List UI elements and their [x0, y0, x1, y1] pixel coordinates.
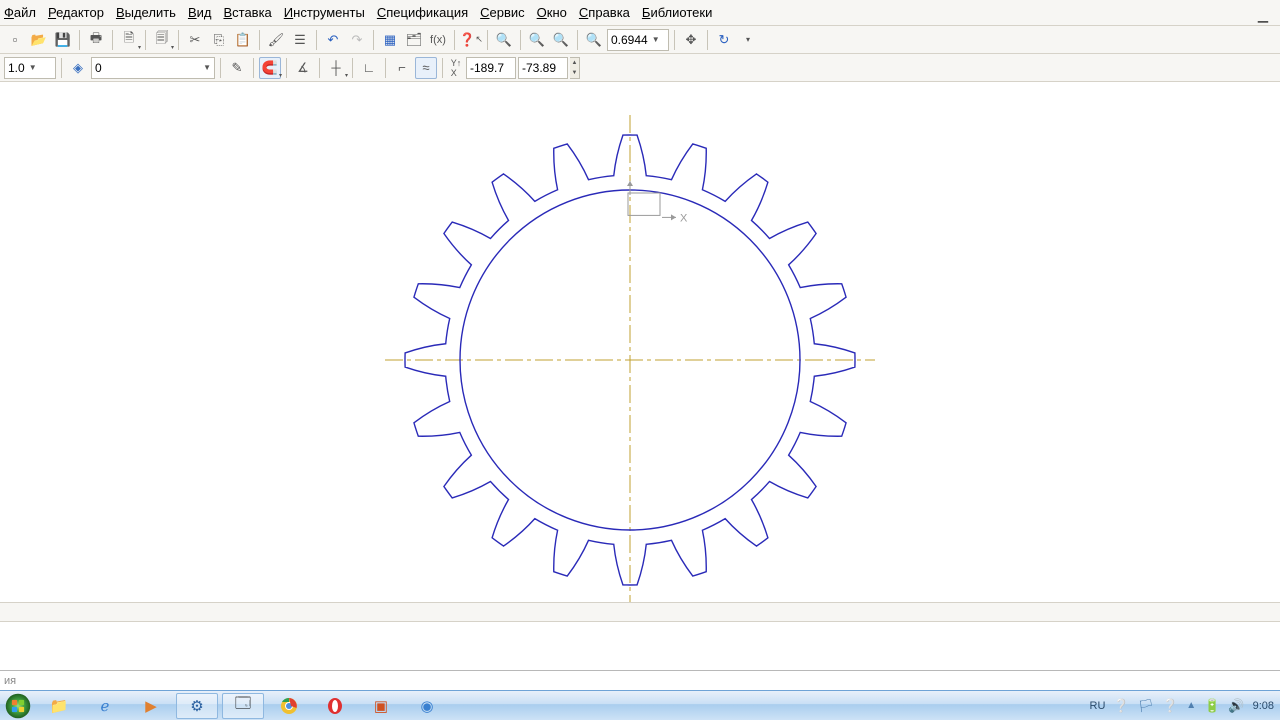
grid-snap-icon[interactable]: ┼▾ [325, 57, 347, 79]
refresh-icon[interactable]: ↻ [713, 29, 735, 51]
volume-icon[interactable]: 🔊 [1228, 698, 1244, 714]
task-opera-icon[interactable] [314, 693, 356, 719]
manager-icon[interactable]: 🗂 [403, 29, 425, 51]
doc-icon[interactable]: 🗐▾ [151, 29, 173, 51]
menu-editor[interactable]: Редактор [48, 5, 104, 20]
edit-icon[interactable]: ✎ [226, 57, 248, 79]
whatsthis-icon[interactable]: ❓↖ [460, 29, 482, 51]
grid-icon[interactable]: ▦ [379, 29, 401, 51]
snap-magnet-icon[interactable]: 🧲▾ [259, 57, 281, 79]
menu-window[interactable]: Окно [537, 5, 567, 20]
open-icon[interactable]: 📂 [28, 29, 50, 51]
toolbar-properties: 1.0▼ ◈ 0▼ ✎ 🧲▾ ∡ ┼▾ ∟ ⌐ ≈ Y↑X -189.7 -73… [0, 54, 1280, 82]
print-icon[interactable]: 🖶 [85, 29, 107, 51]
xy-label-icon: Y↑X [448, 57, 464, 79]
coord-x-value: -189.7 [470, 61, 504, 75]
zoom-value-combo[interactable]: 0.6944▼ [607, 29, 669, 51]
layer-icon[interactable]: ◈ [67, 57, 89, 79]
layer-combo[interactable]: 0▼ [91, 57, 215, 79]
menu-tools[interactable]: Инструменты [284, 5, 365, 20]
menu-service[interactable]: Сервис [480, 5, 525, 20]
chevron-up-icon[interactable]: ▲ [1186, 700, 1196, 711]
cut-icon[interactable]: ✂ [184, 29, 206, 51]
task-app2-icon[interactable]: 🗔 [222, 693, 264, 719]
drawing-canvas[interactable]: X [0, 82, 1280, 602]
angle-icon[interactable]: ∡ [292, 57, 314, 79]
toolbar-standard: ▫ 📂 💾 🖶 🗎▾ 🗐▾ ✂ ⎘ 📋 🖌 ☰ ↶ ↷ ▦ 🗂 f(x) ❓↖ … [0, 26, 1280, 54]
action-tray-icon[interactable]: 🏳 [1138, 698, 1155, 714]
zoom-value: 0.6944 [611, 33, 648, 47]
zoom-out-icon[interactable]: 🔍 [550, 29, 572, 51]
properties-icon[interactable]: ☰ [289, 29, 311, 51]
task-explorer-icon[interactable]: 📁 [38, 693, 80, 719]
zoom-scale-icon[interactable]: 🔍 [583, 29, 605, 51]
rounding-icon[interactable]: ≈ [415, 57, 437, 79]
help-tray-icon[interactable]: ❔ [1113, 698, 1129, 714]
linewidth-value: 1.0 [8, 61, 25, 75]
task-wmp-icon[interactable]: ▶ [130, 693, 172, 719]
redo-icon[interactable]: ↷ [346, 29, 368, 51]
new-icon[interactable]: ▫ [4, 29, 26, 51]
help2-tray-icon[interactable]: ❔ [1162, 698, 1178, 714]
system-tray: RU ❔ 🏳 ❔ ▲ 🔋 🔊 9:08 [1090, 698, 1280, 714]
save-icon[interactable]: 💾 [52, 29, 74, 51]
linewidth-combo[interactable]: 1.0▼ [4, 57, 56, 79]
zoom-frame-icon[interactable]: 🔍 [493, 29, 515, 51]
pan-icon[interactable]: ✥ [680, 29, 702, 51]
ortho-icon[interactable]: ∟ [358, 57, 380, 79]
svg-text:X: X [680, 212, 688, 224]
task-app3-icon[interactable]: ◉ [406, 693, 448, 719]
taskbar: 📁 ℯ ▶ ⚙ 🗔 ▣ ◉ RU ❔ 🏳 ❔ ▲ 🔋 🔊 9:08 [0, 690, 1280, 720]
menu-select[interactable]: Выделить [116, 5, 176, 20]
layer-value: 0 [95, 61, 102, 75]
menu-insert[interactable]: Вставка [223, 5, 271, 20]
coord-y-value: -73.89 [522, 61, 556, 75]
local-lcs-icon[interactable]: ⌐ [391, 57, 413, 79]
brush-icon[interactable]: 🖌 [265, 29, 287, 51]
zoom-in-icon[interactable]: 🔍 [526, 29, 548, 51]
language-indicator[interactable]: RU [1090, 700, 1106, 712]
minimize-button[interactable]: _ [1258, 8, 1268, 18]
battery-icon[interactable]: 🔋 [1204, 698, 1220, 714]
clock[interactable]: 9:08 [1253, 700, 1274, 712]
variables-icon[interactable]: f(x) [427, 29, 449, 51]
task-ie-icon[interactable]: ℯ [84, 693, 126, 719]
menu-help[interactable]: Справка [579, 5, 630, 20]
menu-libraries[interactable]: Библиотеки [642, 5, 712, 20]
menu-view[interactable]: Вид [188, 5, 212, 20]
task-kompas-icon[interactable]: ⚙ [176, 693, 218, 719]
coord-spinner[interactable]: ▲▼ [570, 57, 580, 79]
more-icon[interactable]: ▾ [737, 29, 759, 51]
coord-x-field[interactable]: -189.7 [466, 57, 516, 79]
undo-icon[interactable]: ↶ [322, 29, 344, 51]
caption-fragment: ия [0, 670, 1280, 690]
start-button[interactable] [0, 691, 36, 721]
paste-icon[interactable]: 📋 [232, 29, 254, 51]
status-strip [0, 602, 1280, 622]
copy-icon[interactable]: ⎘ [208, 29, 230, 51]
menu-file[interactable]: Файл [4, 5, 36, 20]
preview-icon[interactable]: 🗎▾ [118, 29, 140, 51]
task-chrome-icon[interactable] [268, 693, 310, 719]
coord-y-field[interactable]: -73.89 [518, 57, 568, 79]
menu-specification[interactable]: Спецификация [377, 5, 468, 20]
task-ppt-icon[interactable]: ▣ [360, 693, 402, 719]
menu-bar: Файл Редактор Выделить Вид Вставка Инстр… [0, 0, 1280, 26]
